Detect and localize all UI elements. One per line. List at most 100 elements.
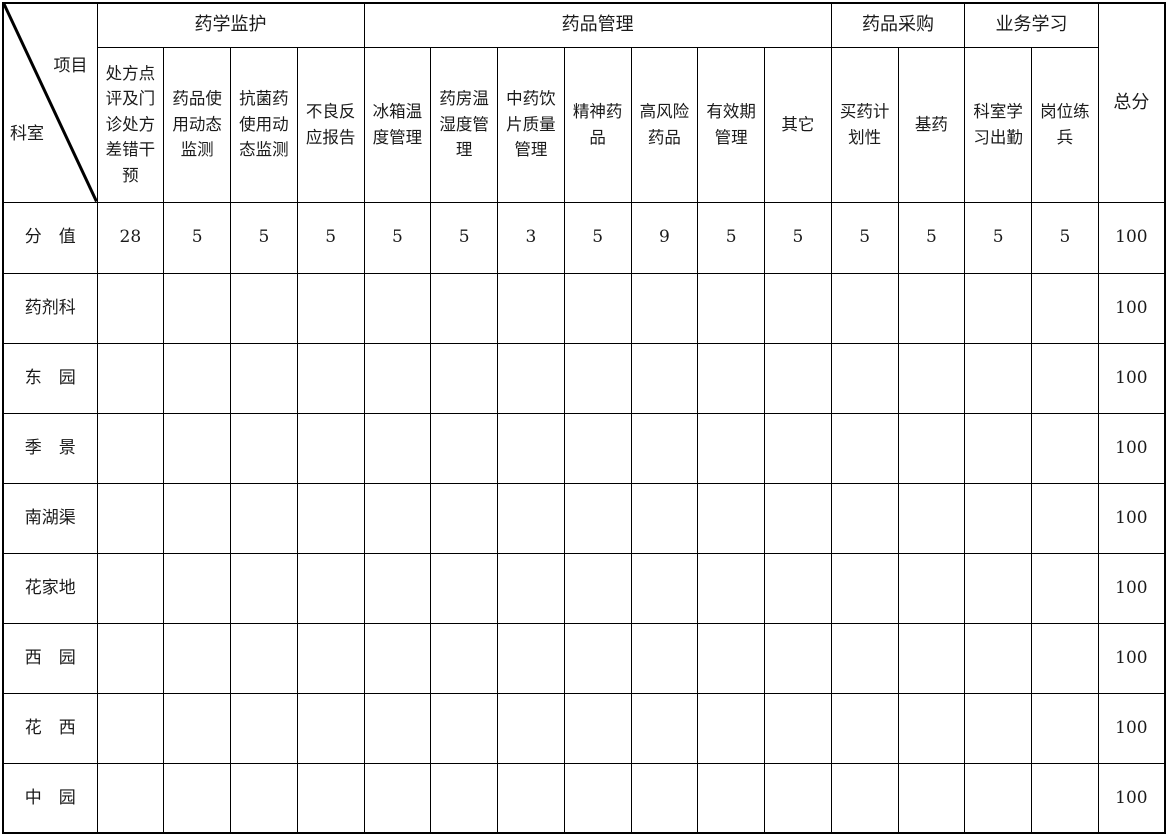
empty-score-cell (1031, 412, 1099, 484)
empty-score-cell (497, 762, 565, 834)
column-header-expiry-management: 有效期管理 (697, 46, 765, 203)
empty-score-cell (1031, 692, 1099, 764)
total-score-cell: 100 (1097, 552, 1166, 624)
empty-score-cell (964, 412, 1032, 484)
column-header-psychotropic-drugs: 精神药品 (563, 46, 632, 203)
empty-score-cell (563, 692, 632, 764)
empty-score-cell (363, 552, 432, 624)
group-drug-management: 药品管理 (363, 2, 832, 48)
score-value-cell: 9 (630, 201, 699, 274)
empty-score-cell (430, 342, 498, 414)
empty-score-cell (563, 412, 632, 484)
empty-score-cell (630, 482, 699, 554)
empty-score-cell (96, 552, 165, 624)
empty-score-cell (497, 482, 565, 554)
empty-score-cell (830, 622, 899, 694)
column-header-drug-use-monitoring: 药品使用动态监测 (163, 46, 231, 203)
empty-score-cell (764, 692, 832, 764)
empty-score-cell (96, 762, 165, 834)
empty-score-cell (430, 622, 498, 694)
total-score-cell: 100 (1097, 762, 1166, 834)
empty-score-cell (964, 622, 1032, 694)
score-value-cell: 3 (497, 201, 565, 274)
score-value-cell: 28 (96, 201, 165, 274)
empty-score-cell (964, 552, 1032, 624)
score-row-total: 100 (1097, 201, 1166, 274)
empty-score-cell (96, 692, 165, 764)
department-name-cell: 西 园 (2, 622, 98, 694)
empty-score-cell (497, 342, 565, 414)
department-name-cell: 南湖渠 (2, 482, 98, 554)
empty-score-cell (630, 342, 699, 414)
empty-score-cell (163, 482, 231, 554)
score-value-row: 分 值 28 5 5 5 5 5 3 5 9 5 5 5 5 5 5 100 (2, 201, 1166, 274)
empty-score-cell (430, 412, 498, 484)
empty-score-cell (296, 692, 365, 764)
empty-score-cell (497, 552, 565, 624)
total-score-cell: 100 (1097, 412, 1166, 484)
total-score-cell: 100 (1097, 692, 1166, 764)
empty-score-cell (563, 552, 632, 624)
score-value-cell: 5 (430, 201, 498, 274)
empty-score-cell (296, 762, 365, 834)
empty-score-cell (764, 272, 832, 344)
score-value-cell: 5 (697, 201, 765, 274)
total-score-cell: 100 (1097, 342, 1166, 414)
empty-score-cell (697, 622, 765, 694)
empty-score-cell (563, 762, 632, 834)
empty-score-cell (964, 692, 1032, 764)
total-score-cell: 100 (1097, 272, 1166, 344)
empty-score-cell (430, 482, 498, 554)
empty-score-cell (964, 342, 1032, 414)
empty-score-cell (497, 272, 565, 344)
score-value-cell: 5 (1031, 201, 1099, 274)
department-name-cell: 中 园 (2, 762, 98, 834)
department-row: 花家地 100 (2, 552, 1166, 624)
corner-label-dept: 科室 (10, 124, 44, 144)
total-score-cell: 100 (1097, 622, 1166, 694)
empty-score-cell (430, 552, 498, 624)
empty-score-cell (96, 342, 165, 414)
column-header-antibiotic-monitoring: 抗菌药使用动态监测 (230, 46, 298, 203)
column-header-adverse-reaction-report: 不良反应报告 (296, 46, 365, 203)
score-value-cell: 5 (163, 201, 231, 274)
empty-score-cell (497, 692, 565, 764)
score-value-cell: 5 (563, 201, 632, 274)
score-value-cell: 5 (897, 201, 966, 274)
score-value-cell: 5 (830, 201, 899, 274)
diagonal-line (4, 4, 96, 201)
empty-score-cell (163, 692, 231, 764)
empty-score-cell (764, 552, 832, 624)
empty-score-cell (964, 272, 1032, 344)
empty-score-cell (230, 622, 298, 694)
empty-score-cell (764, 412, 832, 484)
empty-score-cell (897, 272, 966, 344)
empty-score-cell (897, 482, 966, 554)
department-row: 中 园 100 (2, 762, 1166, 834)
empty-score-cell (1031, 622, 1099, 694)
empty-score-cell (497, 622, 565, 694)
empty-score-cell (697, 552, 765, 624)
score-value-cell: 5 (296, 201, 365, 274)
column-header-herbal-quality: 中药饮片质量管理 (497, 46, 565, 203)
empty-score-cell (563, 482, 632, 554)
empty-score-cell (1031, 762, 1099, 834)
empty-score-cell (764, 482, 832, 554)
score-value-cell: 5 (764, 201, 832, 274)
group-header-row: 项目 科室 药学监护 药品管理 药品采购 业务学习 总分 (2, 2, 1166, 203)
empty-score-cell (96, 482, 165, 554)
empty-score-cell (897, 342, 966, 414)
empty-score-cell (563, 622, 632, 694)
group-drug-procurement: 药品采购 (830, 2, 966, 48)
empty-score-cell (163, 622, 231, 694)
empty-score-cell (964, 482, 1032, 554)
department-row: 西 园 100 (2, 622, 1166, 694)
empty-score-cell (897, 412, 966, 484)
column-header-pharmacy-temp-humidity: 药房温湿度管理 (430, 46, 498, 203)
empty-score-cell (830, 272, 899, 344)
empty-score-cell (430, 272, 498, 344)
empty-score-cell (96, 622, 165, 694)
empty-score-cell (764, 622, 832, 694)
